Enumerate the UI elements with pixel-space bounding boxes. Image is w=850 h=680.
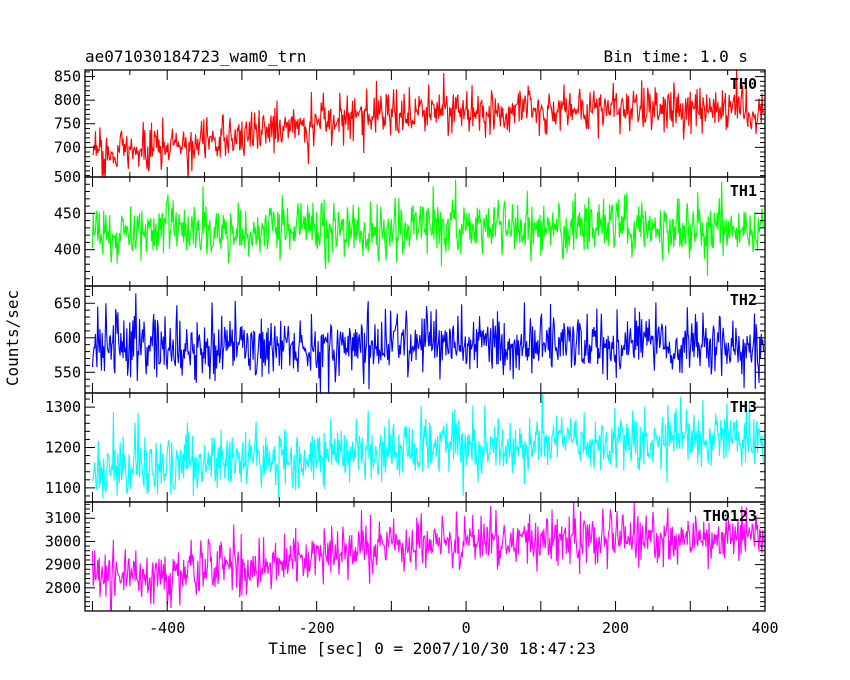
- x-tick-label: -400: [149, 619, 185, 637]
- bin-time-label: Bin time: 1.0 s: [604, 47, 749, 66]
- y-tick-label: 750: [54, 115, 81, 133]
- panel-label-th3: TH3: [730, 398, 757, 416]
- y-tick-label: 650: [54, 294, 81, 312]
- panel-label-th2: TH2: [730, 291, 757, 309]
- panel-label-th0: TH0: [730, 75, 757, 93]
- x-tick-label: -200: [299, 619, 335, 637]
- y-tick-label: 600: [54, 329, 81, 347]
- x-tick-label: 0: [462, 619, 471, 637]
- series-line-th2: [91, 293, 765, 393]
- y-tick-label: 700: [54, 138, 81, 156]
- x-axis-tick-labels: -400 -200 0 200 400: [149, 619, 778, 637]
- series-line-th3: [91, 393, 765, 499]
- y-tick-label: 1100: [45, 479, 81, 497]
- x-tick-label: 200: [602, 619, 629, 637]
- figure-title: ae071030184723_wam0_trn: [85, 47, 307, 66]
- series-line-th0: [92, 70, 765, 177]
- series-line-th0123: [91, 502, 765, 611]
- y-tick-label: 500: [54, 168, 81, 186]
- y-tick-label: 2800: [45, 579, 81, 597]
- panel-th2: 550 600 650 TH2: [54, 285, 766, 394]
- y-tick-label: 2900: [45, 556, 81, 574]
- y-tick-label: 800: [54, 91, 81, 109]
- panel-frame: [84, 501, 766, 612]
- y-tick-label: 3000: [45, 532, 81, 550]
- x-tick-label: 400: [751, 619, 778, 637]
- panel-th0: 700 750 800 850 TH0: [54, 68, 766, 178]
- y-tick-label: 550: [54, 363, 81, 381]
- y-tick-label: 850: [54, 68, 81, 86]
- panel-th0123: 2800 2900 3000 3100 TH0123: [45, 501, 766, 612]
- y-tick-label: 450: [54, 204, 81, 222]
- panel-label-th1: TH1: [730, 182, 757, 200]
- y-tick-label: 3100: [45, 509, 81, 527]
- y-tick-label: 1200: [45, 439, 81, 457]
- y-tick-label: 400: [54, 241, 81, 259]
- panels-group: 700 750 800 850 TH0 400 450 500 TH1 550 600 650 TH2 1…: [45, 68, 766, 612]
- panel-label-th0123: TH0123: [703, 507, 757, 525]
- y-tick-label: 1300: [45, 398, 81, 416]
- y-axis-label: Counts/sec: [3, 290, 22, 386]
- panel-th1: 400 450 500 TH1: [54, 168, 766, 287]
- panel-th3: 1100 1200 1300 TH3: [45, 392, 766, 503]
- x-axis-label: Time [sec] 0 = 2007/10/30 18:47:23: [268, 639, 596, 658]
- series-line-th1: [91, 179, 765, 276]
